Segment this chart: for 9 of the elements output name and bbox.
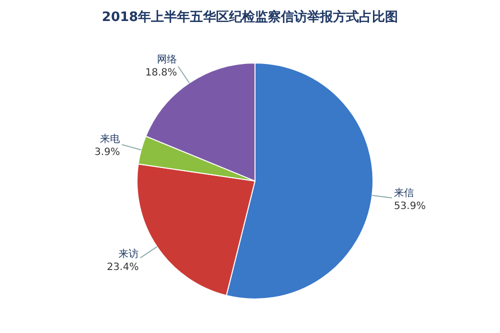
slice-label: 来信 <box>394 187 414 200</box>
data-label: 3.9% <box>94 147 120 158</box>
data-label: 23.4% <box>106 262 139 273</box>
slice-label: 来访 <box>118 248 139 260</box>
data-label: 18.8% <box>145 68 178 79</box>
data-label: 53.9% <box>394 201 426 212</box>
slice-label: 网络 <box>157 54 178 66</box>
chart-title: 2018年上半年五华区纪检监察信访举报方式占比图 <box>100 8 400 26</box>
slice-label: 来电 <box>100 133 120 146</box>
